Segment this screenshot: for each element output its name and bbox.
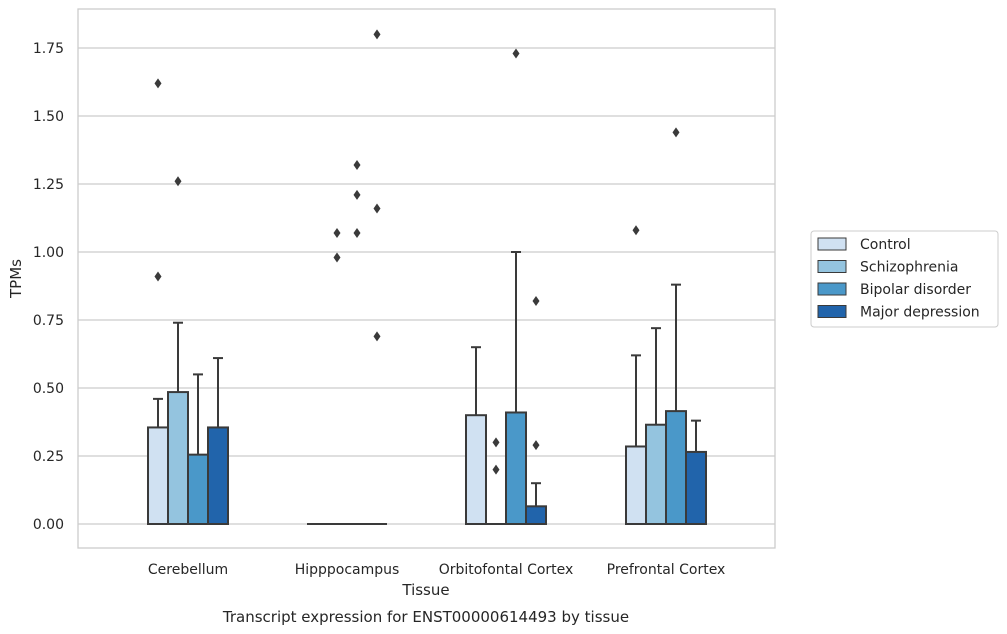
box-group (665, 127, 687, 525)
chart-title: Transcript expression for ENST0000061449… (222, 608, 629, 626)
legend-swatch (817, 237, 847, 251)
outlier-point (174, 176, 182, 187)
box-group (327, 227, 347, 525)
outlier-point (373, 203, 381, 214)
box-group (187, 373, 209, 526)
plot-frame (77, 8, 776, 549)
legend-swatch (817, 305, 847, 318)
box-rect (505, 411, 527, 526)
box-rect (525, 505, 547, 526)
y-tick-label: 1.50 (33, 109, 64, 125)
box-rect (465, 414, 487, 526)
box-group (207, 357, 229, 525)
outlier-point (353, 159, 361, 170)
y-tick-label: 0.25 (33, 449, 64, 465)
box-group (367, 29, 387, 525)
outlier-point (672, 127, 680, 138)
legend-frame (810, 230, 999, 328)
box-rect (187, 453, 209, 526)
box-group (147, 78, 169, 525)
outlier-point (353, 227, 361, 238)
y-tick-label: 0.00 (33, 517, 64, 533)
outlier-point (373, 29, 381, 40)
box-group (486, 437, 506, 525)
outlier-point (512, 48, 520, 59)
box-group (167, 176, 189, 525)
box-rect (685, 450, 707, 526)
box-rect (207, 426, 229, 525)
box-group (465, 346, 487, 526)
box-group (625, 225, 647, 526)
x-axis-ticks: Cerebellum Hipppocampus Orbitofontal Corte… (148, 562, 725, 578)
legend-swatch (817, 260, 847, 273)
y-tick-label: 0.50 (33, 381, 64, 397)
outlier-point (492, 464, 500, 475)
box-group (505, 48, 527, 526)
x-tick-label: Cerebellum (148, 562, 228, 578)
outlier-point (333, 227, 341, 238)
y-tick-label: 0.75 (33, 313, 64, 329)
y-axis-ticks: 0.00 0.25 0.50 0.75 1.00 1.25 1.50 1.75 (33, 41, 64, 533)
outlier-point (532, 440, 540, 451)
outlier-point (532, 295, 540, 306)
boxes (147, 29, 707, 526)
outlier-point (333, 252, 341, 263)
legend: Control Schizophrenia Bipolar disorder Majo… (810, 230, 999, 328)
legend-label: Bipolar disorder (860, 282, 971, 298)
y-tick-label: 1.75 (33, 41, 64, 57)
legend-swatch (817, 282, 847, 296)
legend-label: Major depression (860, 305, 980, 321)
outlier-point (492, 437, 500, 448)
box-group (347, 159, 367, 525)
box-rect (625, 445, 647, 526)
x-axis-label: Tissue (401, 581, 449, 599)
box-group (685, 419, 707, 526)
outlier-point (154, 271, 162, 282)
legend-label: Schizophrenia (860, 260, 958, 276)
box-group (645, 327, 667, 525)
outlier-point (353, 189, 361, 200)
box-rect (665, 410, 687, 525)
y-axis-label: TPMs (7, 259, 25, 299)
box-rect (167, 391, 189, 525)
outlier-point (154, 78, 162, 89)
outlier-point (632, 225, 640, 236)
x-tick-label: Prefrontal Cortex (607, 562, 726, 578)
box-group (525, 295, 547, 526)
box-rect (147, 426, 169, 525)
x-tick-label: Hipppocampus (295, 562, 400, 578)
box-rect (645, 423, 667, 525)
x-tick-label: Orbitofontal Cortex (439, 562, 574, 578)
y-tick-label: 1.00 (33, 245, 64, 261)
legend-label: Control (860, 237, 911, 253)
outlier-point (373, 331, 381, 342)
y-tick-label: 1.25 (33, 177, 64, 193)
